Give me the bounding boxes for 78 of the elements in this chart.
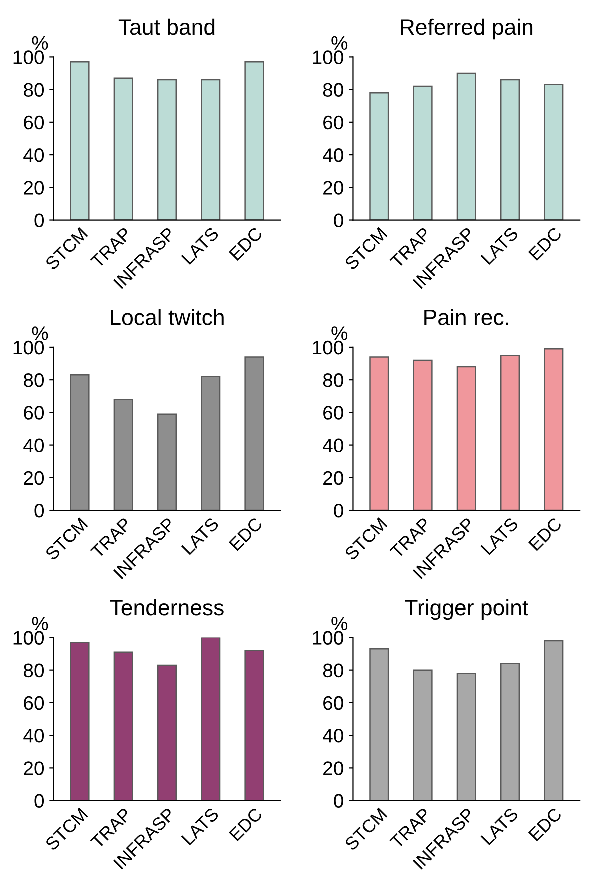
bar — [201, 376, 221, 511]
bar — [544, 84, 564, 220]
y-tick-label: 100 — [14, 50, 44, 64]
y-tick-label: 20 — [324, 471, 344, 486]
y-tick-label: 40 — [24, 148, 44, 162]
y-tick-label: 60 — [24, 406, 44, 420]
y-tick-label: 40 — [323, 729, 344, 743]
y-tick-label: 80 — [24, 664, 44, 678]
y-tick-label: 0 — [334, 794, 344, 808]
bar — [201, 79, 221, 220]
chart-title: Tenderness — [110, 599, 224, 616]
chart-title: Trigger point — [405, 599, 528, 620]
chart-title: Referred pain — [401, 18, 533, 40]
bar — [114, 399, 134, 511]
y-tick-label: 20 — [324, 762, 344, 776]
bar — [500, 354, 520, 511]
y-tick-label: 100 — [14, 340, 44, 355]
bar — [70, 61, 90, 220]
y-tick-label: 80 — [323, 664, 344, 678]
bar — [413, 360, 433, 511]
y-axis-title: % — [332, 326, 348, 340]
y-tick-label: 80 — [323, 374, 344, 388]
bar — [500, 663, 520, 801]
y-tick-label: 100 — [313, 340, 344, 355]
bar — [456, 366, 476, 511]
y-tick-label: 60 — [24, 116, 44, 130]
bar — [70, 374, 90, 511]
y-tick-label: 0 — [34, 794, 44, 808]
y-tick-label: 60 — [324, 406, 344, 420]
y-tick-label: 40 — [24, 729, 44, 743]
bar — [456, 72, 476, 220]
y-axis-title: % — [32, 616, 48, 631]
bar — [244, 61, 264, 220]
bar — [114, 78, 134, 220]
bar — [244, 650, 264, 801]
y-tick-label: 100 — [14, 631, 44, 645]
y-tick-label: 40 — [24, 438, 44, 453]
bar — [244, 356, 264, 511]
bar — [370, 356, 390, 511]
bar — [456, 672, 476, 801]
y-tick-label: 20 — [24, 762, 44, 776]
y-tick-label: 20 — [24, 181, 44, 195]
y-tick-label: 60 — [24, 696, 44, 710]
y-tick-label: 100 — [313, 50, 344, 64]
chart-title: Taut band — [118, 18, 215, 36]
y-tick-label: 80 — [24, 83, 44, 98]
y-axis-title: % — [332, 616, 348, 631]
bar — [413, 670, 433, 801]
bar — [500, 79, 520, 220]
bar — [157, 664, 178, 801]
bar — [201, 638, 221, 801]
y-tick-label: 0 — [334, 214, 344, 228]
bar — [370, 648, 390, 801]
y-tick-label: 60 — [324, 696, 344, 710]
bar — [413, 86, 433, 220]
y-tick-label: 20 — [324, 181, 344, 195]
bar — [157, 414, 178, 511]
y-tick-label: 20 — [24, 471, 44, 486]
y-tick-label: 80 — [323, 83, 344, 98]
y-tick-label: 40 — [323, 438, 344, 453]
bar — [157, 79, 178, 220]
bar — [114, 652, 134, 801]
bar — [70, 642, 90, 801]
chart-title: Local twitch — [111, 309, 224, 326]
y-tick-label: 0 — [334, 504, 344, 518]
y-axis-title: % — [32, 326, 48, 340]
y-tick-label: 60 — [324, 116, 344, 130]
bar — [370, 92, 390, 220]
y-axis-title: % — [332, 36, 348, 50]
y-tick-label: 80 — [24, 374, 44, 388]
y-tick-label: 0 — [34, 214, 44, 228]
chart-title: Pain rec. — [424, 309, 508, 326]
y-tick-label: 0 — [34, 504, 44, 518]
bar — [544, 640, 564, 801]
y-tick-label: 100 — [313, 631, 344, 645]
bar — [544, 348, 564, 511]
y-tick-label: 40 — [323, 148, 344, 162]
y-axis-title: % — [32, 36, 48, 50]
